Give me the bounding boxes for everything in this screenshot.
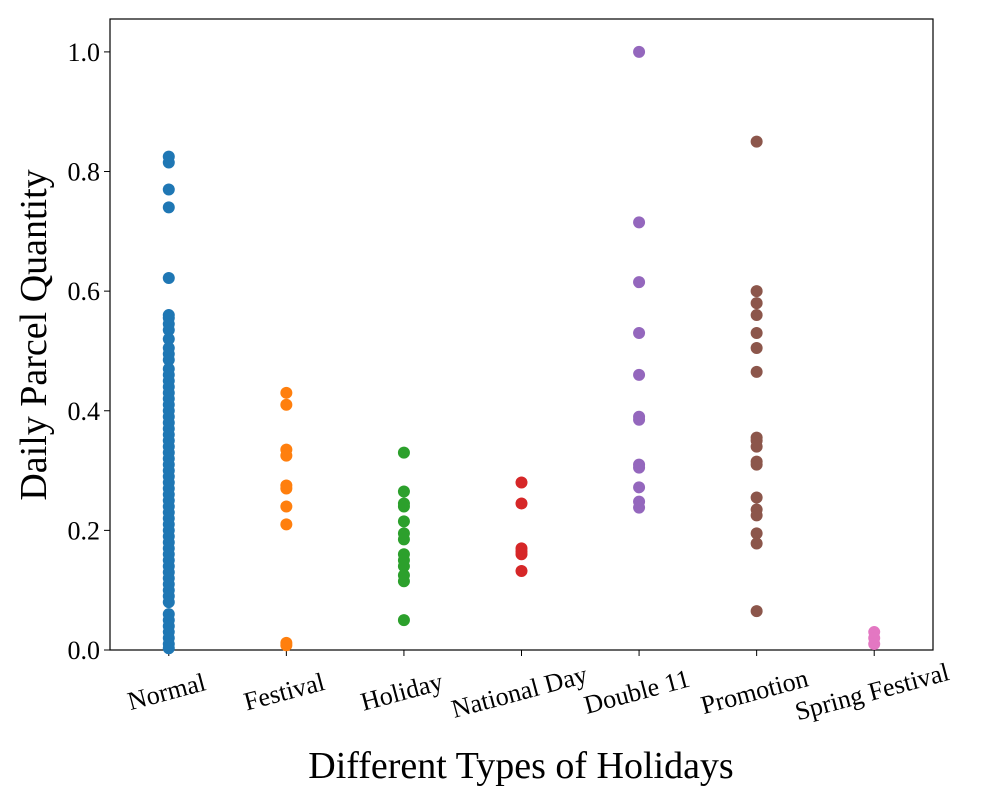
point xyxy=(750,297,763,310)
x-axis-title: Different Types of Holidays xyxy=(308,745,733,787)
point xyxy=(162,642,175,655)
y-tick-label: 0.8 xyxy=(68,158,101,187)
y-tick-label: 0.4 xyxy=(68,397,101,426)
point xyxy=(162,353,175,366)
point xyxy=(397,533,410,546)
point xyxy=(750,458,763,471)
point xyxy=(162,201,175,214)
point xyxy=(633,501,646,514)
x-tick-label: Promotion xyxy=(698,664,812,720)
point xyxy=(397,575,410,588)
point xyxy=(397,614,410,627)
point xyxy=(750,135,763,148)
point xyxy=(633,461,646,474)
point xyxy=(162,271,175,284)
point xyxy=(750,309,763,322)
point xyxy=(750,491,763,504)
point xyxy=(515,476,528,489)
y-axis-title: Daily Parcel Quantity xyxy=(13,169,55,500)
y-tick-label: 0.0 xyxy=(68,636,101,665)
y-tick-label: 0.6 xyxy=(68,277,101,306)
point xyxy=(633,413,646,426)
point xyxy=(750,365,763,378)
point xyxy=(162,332,175,345)
point xyxy=(397,560,410,573)
point xyxy=(162,156,175,169)
point xyxy=(280,482,293,495)
point xyxy=(280,386,293,399)
y-tick-label: 0.2 xyxy=(68,516,101,545)
point xyxy=(162,324,175,337)
point xyxy=(750,537,763,550)
point xyxy=(750,509,763,522)
point xyxy=(280,398,293,411)
point xyxy=(397,515,410,528)
point xyxy=(750,605,763,618)
point xyxy=(280,518,293,531)
point xyxy=(633,481,646,494)
x-tick-label: Normal xyxy=(124,668,208,717)
point xyxy=(633,45,646,58)
point xyxy=(397,485,410,498)
point xyxy=(397,446,410,459)
point xyxy=(515,565,528,578)
point xyxy=(750,440,763,453)
x-tick-label: Double 11 xyxy=(581,664,693,720)
point xyxy=(162,596,175,609)
point xyxy=(633,327,646,340)
x-tick-label: Festival xyxy=(241,667,328,716)
point xyxy=(397,500,410,513)
point xyxy=(280,449,293,462)
point xyxy=(633,368,646,381)
x-tick-label: Holiday xyxy=(358,667,446,717)
point xyxy=(750,327,763,340)
point xyxy=(633,276,646,289)
y-tick-label: 1.0 xyxy=(68,38,101,67)
x-tick-label: Spring Festival xyxy=(792,657,952,726)
point xyxy=(868,638,881,651)
point xyxy=(515,548,528,561)
point xyxy=(633,216,646,229)
point xyxy=(280,500,293,513)
point xyxy=(750,285,763,298)
point xyxy=(750,341,763,354)
x-tick-label: National Day xyxy=(448,660,590,724)
point xyxy=(162,183,175,196)
point xyxy=(280,639,293,652)
point xyxy=(750,527,763,540)
point xyxy=(515,497,528,510)
